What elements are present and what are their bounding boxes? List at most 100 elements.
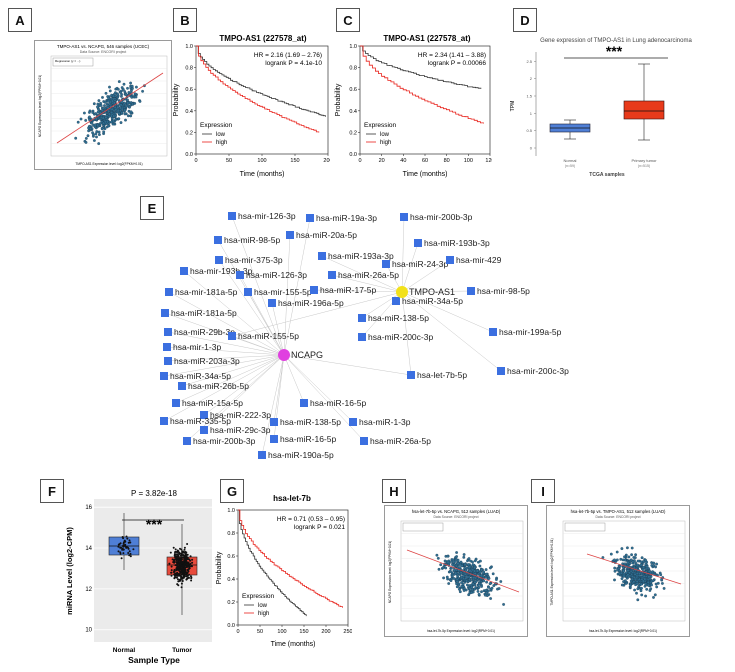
scatter-point xyxy=(464,568,468,572)
scatter-point xyxy=(459,560,463,564)
scatter-point xyxy=(88,110,91,114)
scatter-point xyxy=(129,81,132,85)
scatter-point xyxy=(620,577,624,580)
y-tick-label: 0.6 xyxy=(349,87,357,93)
scatter-point xyxy=(639,563,643,567)
scatter-point xyxy=(180,556,183,559)
panel-d-normal-label: Normal xyxy=(564,158,577,163)
scatter-point xyxy=(92,102,96,106)
scatter-point xyxy=(654,565,657,569)
scatter-point xyxy=(126,114,130,118)
mirna-node-label: hsa-mir-181a-5p xyxy=(175,287,238,297)
scatter-point xyxy=(647,569,651,573)
scatter-point xyxy=(616,568,619,572)
y-tick-label: 0.2 xyxy=(349,130,357,136)
scatter-point xyxy=(174,556,177,559)
mirna-node-label: hsa-mir-200b-3p xyxy=(193,436,256,446)
scatter-point xyxy=(138,100,142,103)
scatter-point xyxy=(120,111,124,115)
scatter-point xyxy=(437,567,441,571)
scatter-point xyxy=(128,105,131,109)
scatter-point xyxy=(131,102,134,106)
scatter-point xyxy=(180,558,183,561)
scatter-point xyxy=(655,562,658,566)
scatter-point xyxy=(186,553,189,556)
scatter-point xyxy=(119,551,122,554)
scatter-point xyxy=(128,554,131,557)
scatter-point xyxy=(126,101,130,105)
scatter-point xyxy=(173,558,176,561)
mirna-node-label: hsa-mir-199a-5p xyxy=(499,327,562,337)
panel-h-title: hsa-let-7b-5p vs. NCAPG, 512 samples (LU… xyxy=(412,509,501,514)
scatter-point xyxy=(185,560,188,563)
scatter-point xyxy=(435,553,439,557)
scatter-point xyxy=(102,130,106,134)
scatter-point xyxy=(494,578,498,581)
scatter-point xyxy=(645,565,649,568)
scatter-point xyxy=(451,558,455,562)
panel-d-tumor-box xyxy=(623,100,665,120)
panel-b-legend-high: high xyxy=(216,140,227,146)
hub-node xyxy=(396,286,408,298)
scatter-point xyxy=(129,114,133,118)
scatter-point xyxy=(171,558,174,561)
panel-a-subtitle: Data Source: ENCORI project xyxy=(80,50,127,54)
scatter-point xyxy=(613,578,616,582)
y-tick-label: 0.4 xyxy=(227,577,235,583)
mirna-node-label: hsa-miR-17-5p xyxy=(320,285,376,295)
scatter-point xyxy=(113,105,117,109)
mirna-node xyxy=(200,411,208,419)
scatter-point xyxy=(651,570,654,574)
scatter-point xyxy=(467,557,471,560)
mirna-node xyxy=(178,382,186,390)
scatter-point xyxy=(176,563,178,566)
y-tick-label: 1.5 xyxy=(526,94,532,99)
scatter-point xyxy=(185,558,188,561)
scatter-point xyxy=(480,590,483,594)
scatter-point xyxy=(174,548,177,551)
mirna-node xyxy=(258,451,266,459)
scatter-point xyxy=(633,572,637,576)
scatter-point xyxy=(641,579,645,583)
scatter-point xyxy=(101,96,104,99)
panel-d-title: Gene expression of TMPO-AS1 in Lung aden… xyxy=(540,38,692,44)
scatter-point xyxy=(470,591,473,594)
scatter-point xyxy=(117,80,121,83)
scatter-point xyxy=(90,121,94,125)
scatter-point xyxy=(492,584,496,587)
scatter-point xyxy=(452,577,456,580)
scatter-point xyxy=(622,569,625,573)
mirna-node-label: hsa-miR-98-5p xyxy=(224,235,280,245)
panel-g-letter: G xyxy=(220,479,244,503)
scatter-point xyxy=(459,571,463,575)
scatter-point xyxy=(184,557,186,559)
scatter-point xyxy=(79,117,83,121)
scatter-point xyxy=(173,576,176,579)
scatter-point xyxy=(184,564,187,567)
scatter-point xyxy=(626,573,630,577)
panel-h-ylabel: NCAPG Expression level: log2(FPKM+0.01) xyxy=(388,541,392,603)
scatter-point xyxy=(187,576,190,579)
scatter-point xyxy=(632,580,636,584)
panel-c-km-plot: TMPO-AS1 (227578_at) 0.0 0.2 0.4 0.6 0.8 1.0 0… xyxy=(335,34,492,178)
scatter-point xyxy=(477,592,481,596)
scatter-point xyxy=(97,142,101,145)
scatter-point xyxy=(112,114,116,118)
y-tick-label: 0.6 xyxy=(227,554,235,560)
scatter-point xyxy=(484,575,488,579)
scatter-point xyxy=(95,135,98,139)
mirna-node-label: hsa-mir-98-5p xyxy=(477,286,530,296)
mirna-node-label: hsa-miR-20a-5p xyxy=(296,230,357,240)
scatter-point xyxy=(122,552,125,555)
scatter-point xyxy=(484,588,488,592)
mirna-node xyxy=(183,437,191,445)
mirna-node-label: hsa-miR-193a-3p xyxy=(328,251,394,261)
scatter-point xyxy=(123,540,126,543)
scatter-point xyxy=(119,106,122,110)
scatter-point xyxy=(84,118,88,122)
panel-d-tumor-label: Primary tumor xyxy=(631,158,657,163)
scatter-point xyxy=(124,545,127,548)
scatter-point xyxy=(455,580,459,583)
scatter-point xyxy=(622,580,625,583)
mirna-node xyxy=(172,399,180,407)
